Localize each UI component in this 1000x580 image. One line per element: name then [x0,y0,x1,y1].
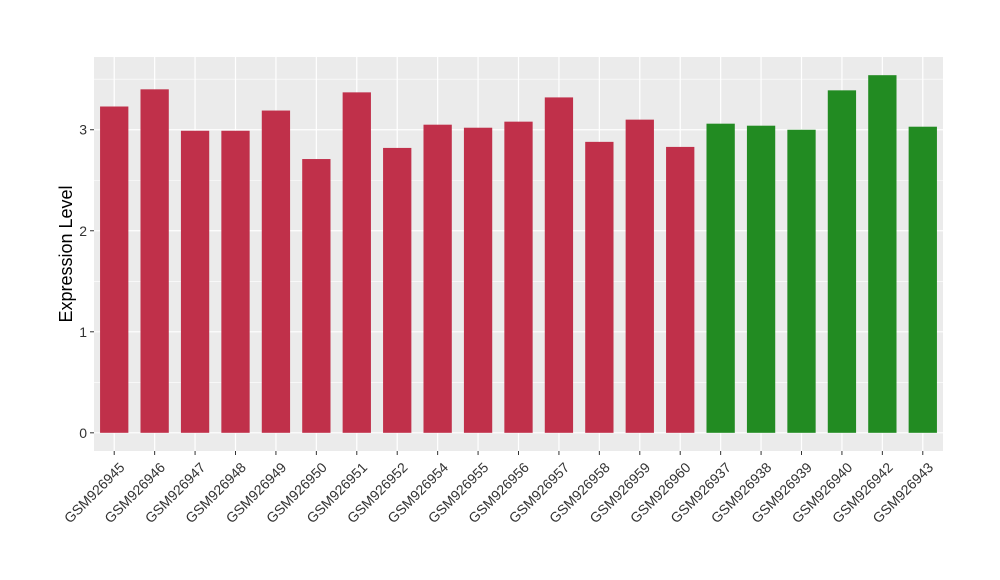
bar [504,121,533,433]
bar [100,106,129,433]
bar [868,75,897,433]
bar [746,125,776,433]
bar [180,130,210,433]
bar [302,159,331,433]
y-axis-ticks: 0 1 2 3 [79,122,94,441]
bar [787,129,816,433]
bar [140,89,169,433]
bar [908,126,937,433]
y-tick-label: 3 [79,122,87,138]
bar [383,147,412,433]
bar [706,123,735,433]
bar [221,130,250,433]
x-axis-ticks: GSM926945GSM926946GSM926947GSM926948GSM9… [61,451,936,526]
y-tick-label: 2 [79,223,87,239]
bars [100,75,937,433]
bar [544,97,574,433]
bar [261,110,291,433]
y-tick-label: 1 [79,324,87,340]
bar [625,119,654,433]
bar [423,124,452,433]
bar [463,127,493,433]
y-axis-title: Expression Level [56,185,76,322]
y-tick-label: 0 [79,425,87,441]
bar [827,90,857,433]
bar [666,146,695,433]
bar [342,92,371,433]
bar [585,141,614,433]
